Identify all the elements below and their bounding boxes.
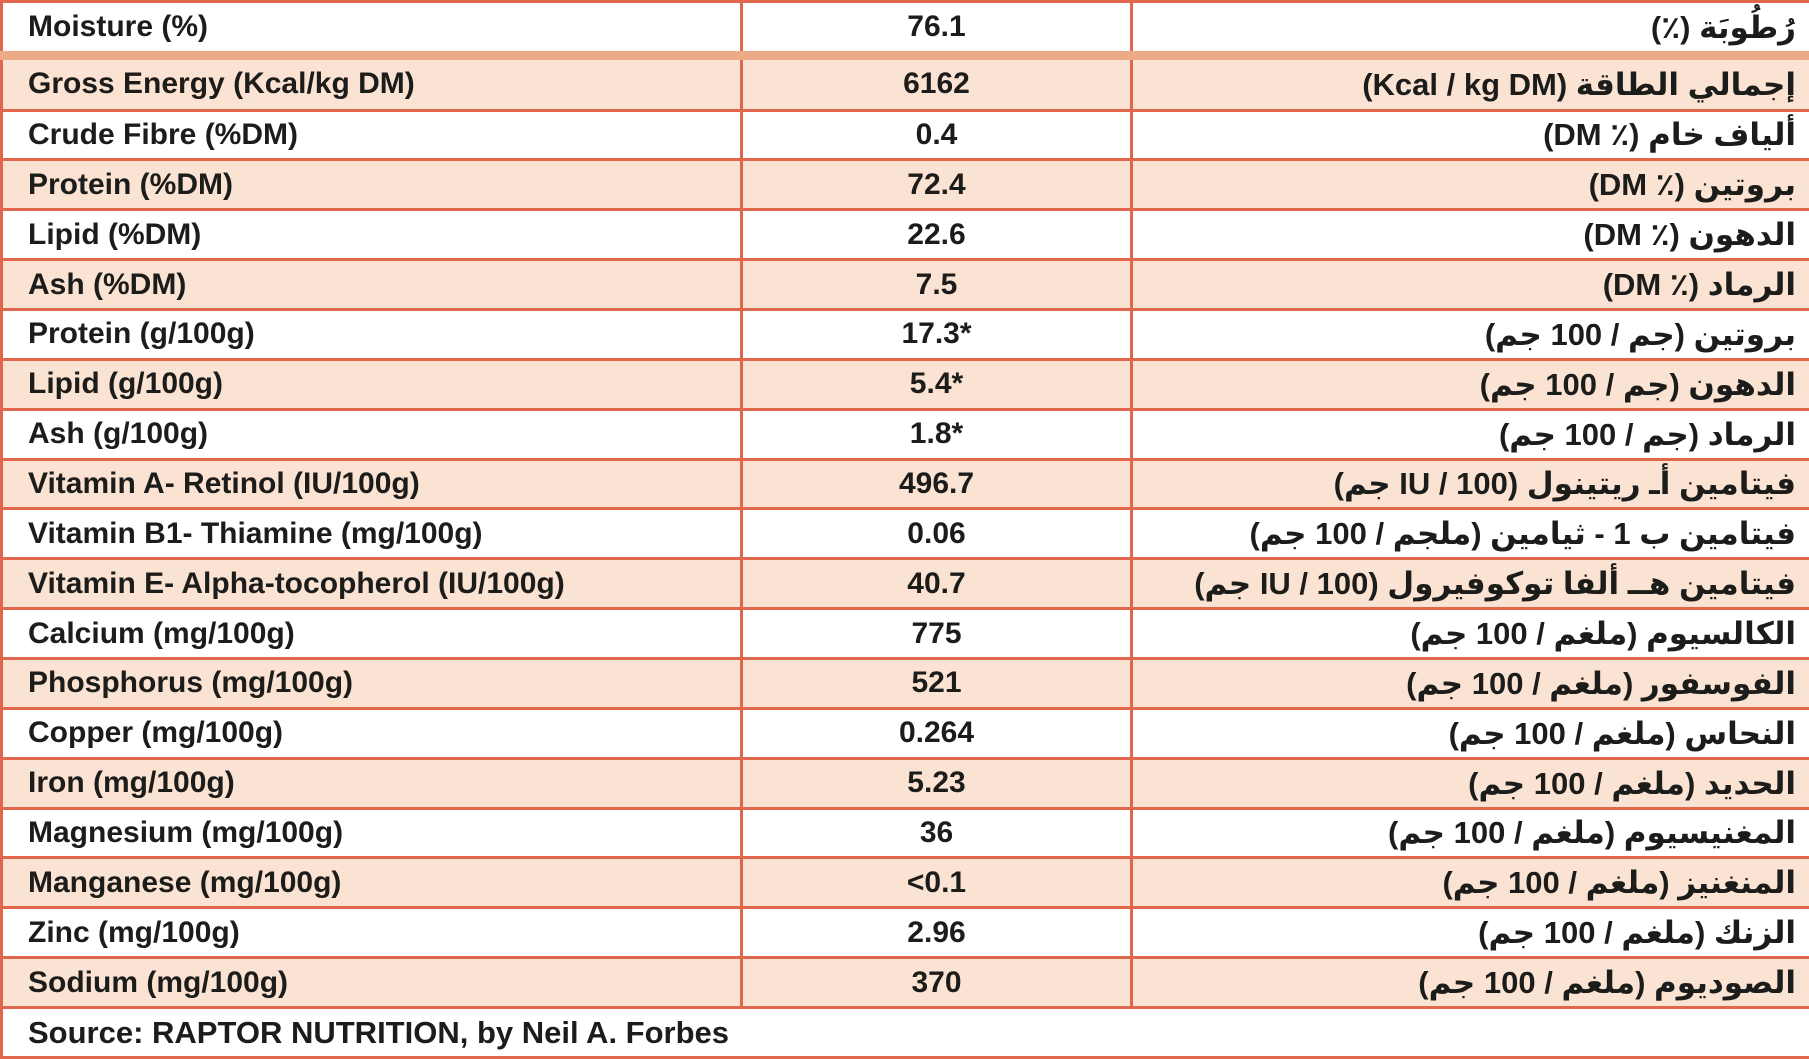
table-row: Iron (mg/100g) 5.23 الحديد (ملغم / 100 ج… xyxy=(0,756,1809,810)
nutrient-name-en: Iron (mg/100g) xyxy=(0,756,743,810)
table-row: Protein (%DM) 72.4 بروتين (٪ DM) xyxy=(0,158,1809,212)
nutrient-name-ar: الحديد (ملغم / 100 جم) xyxy=(1130,756,1809,810)
nutrient-name-en: Protein (%DM) xyxy=(0,158,743,212)
nutrient-name-ar: الرماد (٪ DM) xyxy=(1130,258,1809,311)
nutrient-value: 36 xyxy=(740,806,1133,860)
nutrient-name-ar: الدهون (جم / 100 جم) xyxy=(1130,357,1809,411)
nutrient-value: 370 xyxy=(740,956,1133,1010)
nutrient-name-en: Vitamin A- Retinol (IU/100g) xyxy=(0,457,743,511)
nutrient-name-ar: الزنك (ملغم / 100 جم) xyxy=(1130,906,1809,960)
table-row: Moisture (%) 76.1 رُطُوبَة (٪) xyxy=(0,0,1809,61)
nutrient-name-ar: رُطُوبَة (٪) xyxy=(1130,0,1809,61)
nutrient-value: 775 xyxy=(740,607,1133,660)
nutrient-name-ar: بروتين (٪ DM) xyxy=(1130,158,1809,212)
nutrient-name-en: Ash (%DM) xyxy=(0,258,743,311)
nutrient-value: 40.7 xyxy=(740,557,1133,611)
nutrient-name-en: Copper (mg/100g) xyxy=(0,706,743,760)
nutrient-name-en: Zinc (mg/100g) xyxy=(0,906,743,960)
table-row: Gross Energy (Kcal/kg DM) 6162 إجمالي ال… xyxy=(0,54,1809,112)
nutrient-name-ar: المنغنيز (ملغم / 100 جم) xyxy=(1130,856,1809,910)
table-row: Ash (%DM) 7.5 الرماد (٪ DM) xyxy=(0,258,1809,311)
table-row: Copper (mg/100g) 0.264 النحاس (ملغم / 10… xyxy=(0,706,1809,760)
table-row: Manganese (mg/100g) <0.1 المنغنيز (ملغم … xyxy=(0,856,1809,910)
nutrient-name-en: Manganese (mg/100g) xyxy=(0,856,743,910)
nutrient-name-en: Lipid (g/100g) xyxy=(0,357,743,411)
nutrient-name-en: Ash (g/100g) xyxy=(0,407,743,461)
nutrient-name-ar: فيتامين أـ ريتينول (IU / 100 جم) xyxy=(1130,457,1809,511)
table-row: Lipid (%DM) 22.6 الدهون (٪ DM) xyxy=(0,208,1809,262)
nutrient-name-ar: الكالسيوم (ملغم / 100 جم) xyxy=(1130,607,1809,660)
nutrient-name-en: Gross Energy (Kcal/kg DM) xyxy=(0,54,743,112)
nutrient-value: 521 xyxy=(740,656,1133,710)
nutrient-name-ar: الرماد (جم / 100 جم) xyxy=(1130,407,1809,461)
table-row: Magnesium (mg/100g) 36 المغنيسيوم (ملغم … xyxy=(0,806,1809,860)
nutrient-value: 22.6 xyxy=(740,208,1133,262)
table-row: Vitamin B1- Thiamine (mg/100g) 0.06 فيتا… xyxy=(0,507,1809,561)
nutrient-value: 6162 xyxy=(740,54,1133,112)
nutrient-name-en: Crude Fibre (%DM) xyxy=(0,108,743,162)
nutrient-name-en: Lipid (%DM) xyxy=(0,208,743,262)
nutrient-name-ar: النحاس (ملغم / 100 جم) xyxy=(1130,706,1809,760)
nutrient-name-ar: ألياف خام (٪ DM) xyxy=(1130,108,1809,162)
table-row: Protein (g/100g) 17.3* بروتين (جم / 100 … xyxy=(0,307,1809,361)
nutrient-name-en: Phosphorus (mg/100g) xyxy=(0,656,743,710)
table-row: Vitamin A- Retinol (IU/100g) 496.7 فيتام… xyxy=(0,457,1809,511)
nutrition-table-body: Moisture (%) 76.1 رُطُوبَة (٪) Gross Ene… xyxy=(0,0,1809,1010)
nutrient-value: 5.4* xyxy=(740,357,1133,411)
source-row: Source: RAPTOR NUTRITION, by Neil A. For… xyxy=(0,1006,1809,1059)
nutrient-value: 2.96 xyxy=(740,906,1133,960)
nutrient-name-en: Moisture (%) xyxy=(0,0,743,61)
nutrient-name-ar: الفوسفور (ملغم / 100 جم) xyxy=(1130,656,1809,710)
table-row: Calcium (mg/100g) 775 الكالسيوم (ملغم / … xyxy=(0,607,1809,660)
nutrient-name-en: Calcium (mg/100g) xyxy=(0,607,743,660)
nutrient-value: 0.4 xyxy=(740,108,1133,162)
nutrient-name-en: Magnesium (mg/100g) xyxy=(0,806,743,860)
nutrient-value: <0.1 xyxy=(740,856,1133,910)
nutrient-value: 72.4 xyxy=(740,158,1133,212)
table-row: Lipid (g/100g) 5.4* الدهون (جم / 100 جم) xyxy=(0,357,1809,411)
table-row: Vitamin E- Alpha-tocopherol (IU/100g) 40… xyxy=(0,557,1809,611)
nutrient-value: 0.06 xyxy=(740,507,1133,561)
table-row: Phosphorus (mg/100g) 521 الفوسفور (ملغم … xyxy=(0,656,1809,710)
table-row: Crude Fibre (%DM) 0.4 ألياف خام (٪ DM) xyxy=(0,108,1809,162)
nutrient-name-en: Vitamin E- Alpha-tocopherol (IU/100g) xyxy=(0,557,743,611)
nutrient-value: 7.5 xyxy=(740,258,1133,311)
nutrient-name-ar: فيتامين هــ ألفا توكوفيرول (IU / 100 جم) xyxy=(1130,557,1809,611)
nutrient-name-ar: الدهون (٪ DM) xyxy=(1130,208,1809,262)
source-note: Source: RAPTOR NUTRITION, by Neil A. For… xyxy=(0,1006,1809,1059)
table-row: Zinc (mg/100g) 2.96 الزنك (ملغم / 100 جم… xyxy=(0,906,1809,960)
nutrient-value: 76.1 xyxy=(740,0,1133,61)
nutrient-name-en: Vitamin B1- Thiamine (mg/100g) xyxy=(0,507,743,561)
nutrient-value: 0.264 xyxy=(740,706,1133,760)
nutrient-value: 5.23 xyxy=(740,756,1133,810)
nutrient-value: 496.7 xyxy=(740,457,1133,511)
nutrient-name-en: Protein (g/100g) xyxy=(0,307,743,361)
nutrient-name-ar: بروتين (جم / 100 جم) xyxy=(1130,307,1809,361)
nutrient-name-en: Sodium (mg/100g) xyxy=(0,956,743,1010)
table-row: Sodium (mg/100g) 370 الصوديوم (ملغم / 10… xyxy=(0,956,1809,1010)
nutrient-value: 17.3* xyxy=(740,307,1133,361)
nutrient-name-ar: إجمالي الطاقة (Kcal / kg DM) xyxy=(1130,54,1809,112)
nutrient-name-ar: فيتامين ب 1 - ثيامين (ملجم / 100 جم) xyxy=(1130,507,1809,561)
nutrient-name-ar: المغنيسيوم (ملغم / 100 جم) xyxy=(1130,806,1809,860)
nutrient-value: 1.8* xyxy=(740,407,1133,461)
nutrient-name-ar: الصوديوم (ملغم / 100 جم) xyxy=(1130,956,1809,1010)
table-row: Ash (g/100g) 1.8* الرماد (جم / 100 جم) xyxy=(0,407,1809,461)
